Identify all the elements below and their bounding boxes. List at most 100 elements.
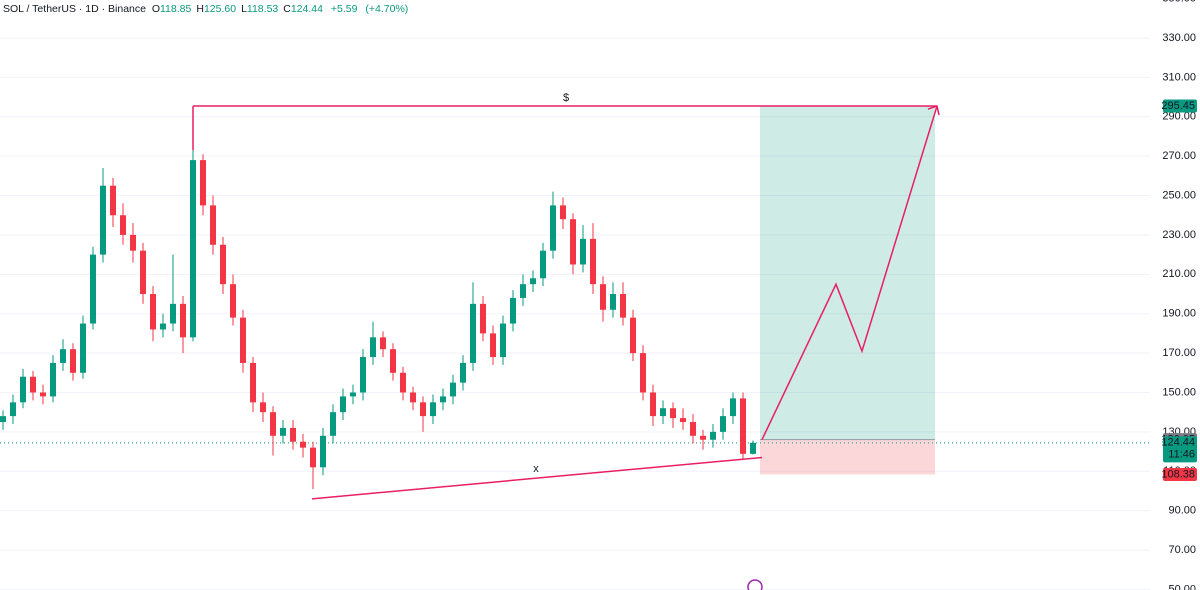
candle-body xyxy=(730,398,736,417)
y-tick-label: 290.00 xyxy=(1162,111,1196,123)
y-tick-label: 190.00 xyxy=(1162,308,1196,320)
candle-body xyxy=(660,408,666,417)
candle-body xyxy=(600,284,606,310)
candle-body xyxy=(710,431,716,440)
candle-body xyxy=(80,323,86,373)
candle-body xyxy=(140,250,146,295)
candle-body xyxy=(470,303,476,363)
change-pct: (+4.70%) xyxy=(365,3,409,15)
candle-body xyxy=(30,376,36,393)
candle-body xyxy=(460,362,466,383)
alert-icon xyxy=(747,579,763,590)
candle-body xyxy=(250,362,256,403)
ohlc-value: 118.53 xyxy=(246,3,279,15)
candle-body xyxy=(10,402,16,417)
trend-line-label: x xyxy=(533,463,539,475)
candle-body xyxy=(640,353,646,393)
candle-body xyxy=(70,349,76,373)
candle-body xyxy=(320,435,326,468)
candle-body xyxy=(740,398,746,454)
candle-body xyxy=(120,215,126,235)
candle-body xyxy=(680,418,686,423)
candle-body xyxy=(210,205,216,245)
candle-body xyxy=(390,349,396,373)
candle-body xyxy=(380,337,386,350)
y-tick-label: 330.00 xyxy=(1162,32,1196,44)
candle-body xyxy=(450,382,456,397)
candle-body xyxy=(230,284,236,318)
candle-body xyxy=(240,317,246,363)
candle-body xyxy=(430,402,436,417)
candle-body xyxy=(200,160,206,206)
ohlc: O118.85 H125.60 L118.53 C124.44 xyxy=(152,3,328,15)
y-tick-label: 70.00 xyxy=(1168,544,1196,556)
candle-body xyxy=(510,297,516,324)
candle-body xyxy=(330,412,336,436)
candle-body xyxy=(490,333,496,358)
candle-body xyxy=(160,323,166,330)
candle-body xyxy=(590,238,596,285)
y-tick-label: 230.00 xyxy=(1162,229,1196,241)
candle-body xyxy=(170,303,176,324)
y-tick-label: 170.00 xyxy=(1162,347,1196,359)
candle-body xyxy=(60,349,66,363)
candle-body xyxy=(220,244,226,285)
y-tick-label: 150.00 xyxy=(1162,386,1196,398)
price-tag-label: 108.38 xyxy=(1161,468,1195,480)
ohlc-label: H xyxy=(196,3,204,15)
candle-body xyxy=(690,422,696,436)
candle-body xyxy=(480,303,486,334)
y-tick-label: 310.00 xyxy=(1162,71,1196,83)
price-tag-label: 295.45 xyxy=(1161,100,1195,112)
candle-body xyxy=(520,284,526,298)
ohlc-label: C xyxy=(283,3,291,15)
ohlc-label: L xyxy=(241,3,247,15)
projection-arrow xyxy=(927,105,940,116)
candle-body xyxy=(270,412,276,436)
candle-body xyxy=(100,185,106,255)
y-tick-label: 350.00 xyxy=(1162,0,1196,5)
candle-body xyxy=(0,416,6,423)
y-tick-label: 210.00 xyxy=(1162,268,1196,280)
candle-body xyxy=(400,372,406,393)
candle-body xyxy=(630,317,636,354)
candle-body xyxy=(90,254,96,324)
candle-body xyxy=(360,357,366,393)
candle-body xyxy=(300,441,306,448)
price-tag xyxy=(1163,467,1197,481)
candle-body xyxy=(280,427,286,436)
candle-body xyxy=(110,185,116,216)
y-tick-label: 250.00 xyxy=(1162,189,1196,201)
candle-body xyxy=(180,303,186,338)
ohlc-value: 124.44 xyxy=(290,3,323,15)
candle-body xyxy=(350,392,356,397)
candle-body xyxy=(290,427,296,442)
target-line-label: $ xyxy=(563,92,569,104)
y-tick-label: 270.00 xyxy=(1162,150,1196,162)
candle-body xyxy=(540,250,546,279)
candle-body xyxy=(580,238,586,265)
ohlc-label: O xyxy=(151,3,160,15)
projection-path xyxy=(761,105,938,440)
price-tag xyxy=(1163,99,1197,113)
candle-body xyxy=(500,323,506,358)
candle-body xyxy=(720,416,726,432)
symbol-title: SOL / TetherUS · 1D · Binance xyxy=(3,3,146,15)
candle-body xyxy=(620,294,626,318)
candle-body xyxy=(750,442,756,454)
loss-zone xyxy=(760,439,935,475)
change: +5.59 xyxy=(330,3,358,15)
candle-body xyxy=(310,447,316,468)
price-tag xyxy=(1163,436,1197,463)
candle-body xyxy=(150,294,156,330)
candle-body xyxy=(570,219,576,265)
candle-body xyxy=(610,294,616,310)
ohlc-value: 118.85 xyxy=(160,3,192,15)
candle-body xyxy=(670,408,676,419)
candle-body xyxy=(410,392,416,403)
trend-line xyxy=(311,456,763,500)
candle-body xyxy=(340,396,346,413)
candle-body xyxy=(370,337,376,358)
legend: SOL / TetherUS · 1D · Binance O118.85 H 12… xyxy=(3,3,413,15)
